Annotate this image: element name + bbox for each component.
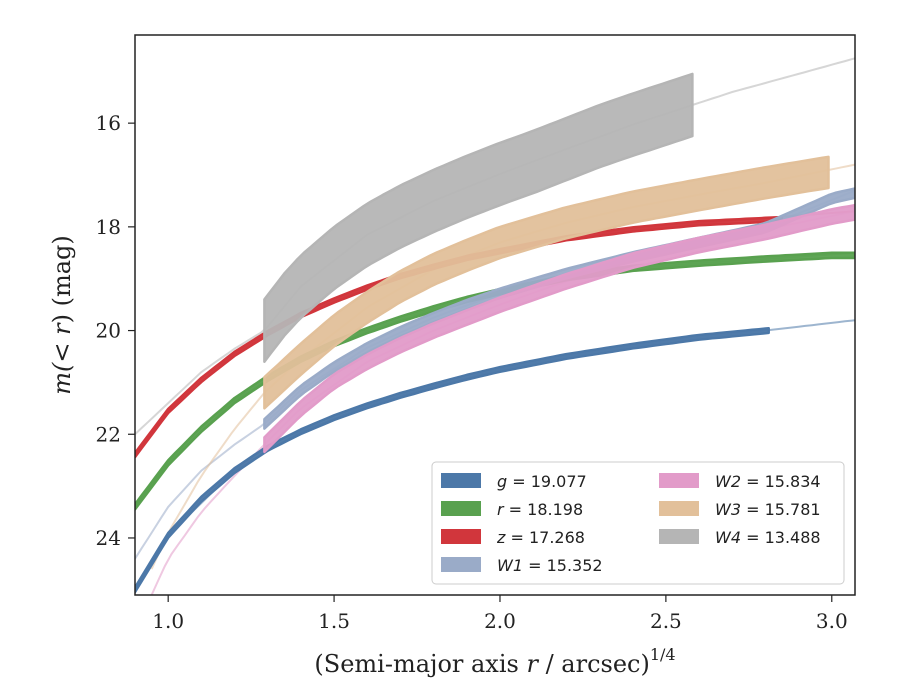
y-axis-ticks: 16 18 20 22 24 (96, 111, 135, 550)
y-tick-label: 24 (96, 526, 121, 550)
legend-label-r: r = 18.198 (497, 500, 583, 519)
x-axis-ticks: 1.0 1.5 2.0 2.5 3.0 (152, 595, 848, 633)
x-tick-label: 1.5 (318, 609, 350, 633)
data-band-w2 (263, 203, 855, 454)
legend-swatch-g (441, 473, 481, 488)
data-band-r (135, 251, 855, 511)
legend-label-g: g = 19.077 (497, 472, 587, 491)
x-tick-label: 3.0 (816, 609, 848, 633)
y-tick-label: 22 (96, 422, 121, 446)
legend-label-w1: W1 = 15.352 (497, 556, 603, 575)
y-axis-title: m(< r) (mag) (48, 235, 76, 395)
legend-entries: g = 19.077 r = 18.198 z = 17.268 W1 = 15.35… (441, 472, 821, 575)
series-layer (135, 57, 855, 595)
x-tick-label: 1.0 (152, 609, 184, 633)
x-tick-label: 2.5 (650, 609, 682, 633)
data-band-g (135, 326, 770, 594)
legend-box (431, 461, 845, 585)
y-tick-label: 16 (96, 111, 121, 135)
legend-swatch-r (441, 501, 481, 516)
legend-swatch-w3 (659, 501, 699, 516)
legend-swatch-w1 (441, 557, 481, 572)
legend-label-w4: W4 = 13.488 (715, 528, 821, 547)
legend-label-z: z = 17.268 (496, 528, 585, 547)
y-tick-label: 20 (96, 319, 121, 343)
legend-label-w2: W2 = 15.834 (715, 472, 821, 491)
legend-swatch-z (441, 529, 481, 544)
x-axis-title: (Semi-major axis r / arcsec)1/4 (314, 645, 675, 678)
data-band-w3 (263, 155, 830, 410)
plot-frame (134, 34, 856, 596)
legend-label-w3: W3 = 15.781 (715, 500, 821, 519)
data-band-w4 (263, 72, 694, 363)
legend-swatch-w2 (659, 473, 699, 488)
legend: g = 19.077 r = 18.198 z = 17.268 W1 = 15.35… (431, 461, 845, 585)
y-tick-label: 18 (96, 215, 121, 239)
legend-swatch-w4 (659, 529, 699, 544)
x-tick-label: 2.0 (484, 609, 516, 633)
